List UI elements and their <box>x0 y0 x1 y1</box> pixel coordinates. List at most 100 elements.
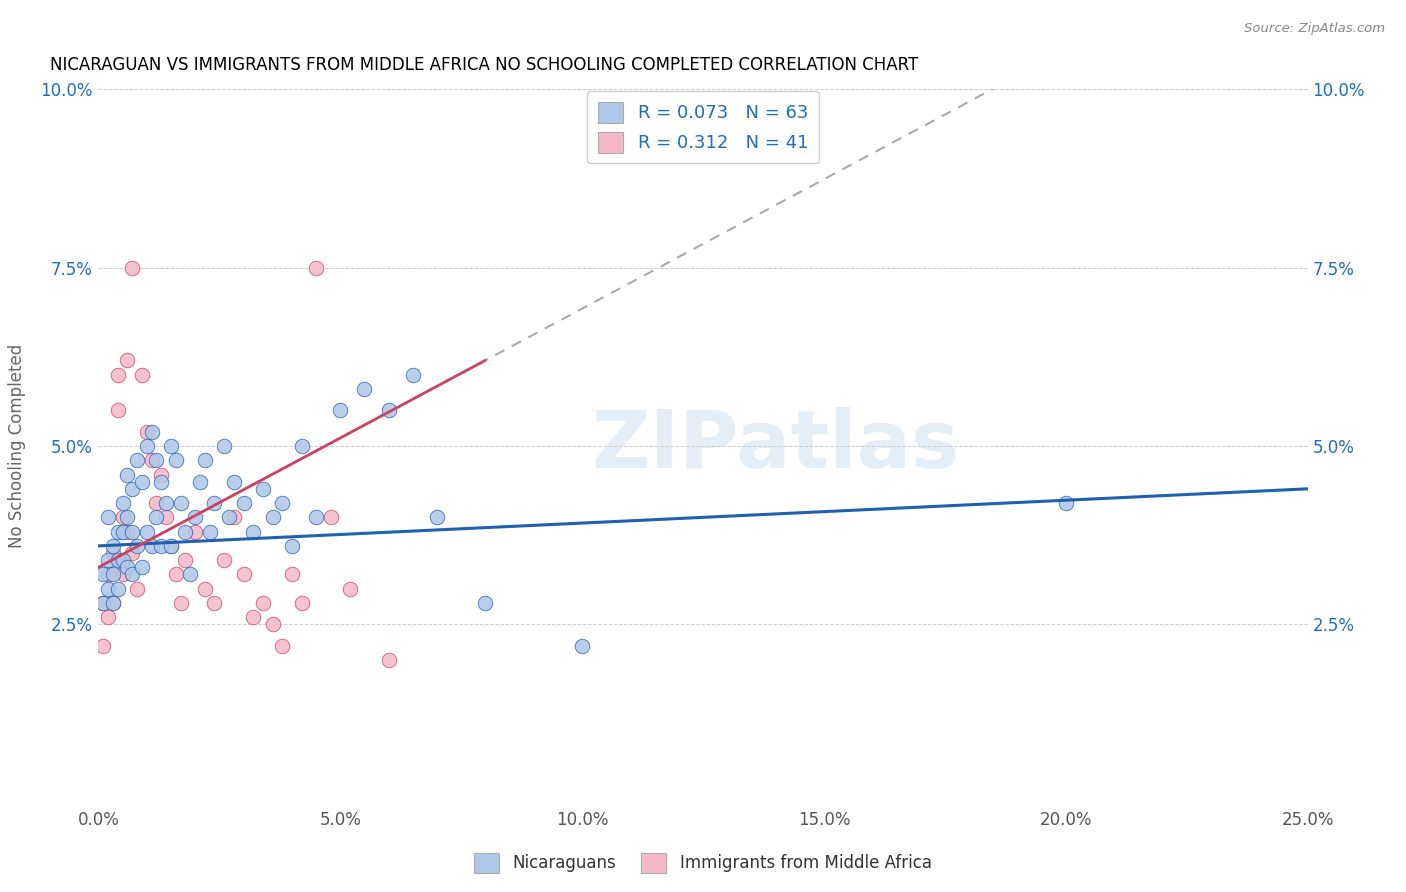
Point <box>319 510 342 524</box>
Point <box>252 482 274 496</box>
Point <box>174 524 197 539</box>
Point <box>426 510 449 524</box>
Point <box>169 596 191 610</box>
Text: Source: ZipAtlas.com: Source: ZipAtlas.com <box>1244 22 1385 36</box>
Point <box>101 596 124 610</box>
Point <box>107 553 129 567</box>
Point <box>111 496 134 510</box>
Point <box>150 475 173 489</box>
Point <box>101 539 124 553</box>
Point <box>179 567 201 582</box>
Point <box>281 539 304 553</box>
Point <box>377 403 399 417</box>
Point <box>262 617 284 632</box>
Point <box>91 596 114 610</box>
Point <box>155 496 177 510</box>
Point <box>121 482 143 496</box>
Point <box>169 496 191 510</box>
Point <box>242 524 264 539</box>
Text: NICARAGUAN VS IMMIGRANTS FROM MIDDLE AFRICA NO SCHOOLING COMPLETED CORRELATION C: NICARAGUAN VS IMMIGRANTS FROM MIDDLE AFR… <box>51 56 918 74</box>
Point <box>252 596 274 610</box>
Point <box>242 610 264 624</box>
Point <box>117 560 139 574</box>
Point <box>117 467 139 482</box>
Point <box>222 475 245 489</box>
Point <box>117 524 139 539</box>
Point <box>290 596 312 610</box>
Legend: Nicaraguans, Immigrants from Middle Africa: Nicaraguans, Immigrants from Middle Afri… <box>468 847 938 880</box>
Point <box>402 368 425 382</box>
Point <box>107 403 129 417</box>
Point <box>135 524 157 539</box>
Point <box>101 546 124 560</box>
Point <box>271 639 294 653</box>
Point <box>271 496 294 510</box>
Point <box>160 539 183 553</box>
Point <box>188 475 211 489</box>
Point <box>97 553 120 567</box>
Point <box>262 510 284 524</box>
Point <box>121 546 143 560</box>
Point <box>155 510 177 524</box>
Point <box>150 467 173 482</box>
Point <box>145 496 167 510</box>
Point <box>107 582 129 596</box>
Point <box>290 439 312 453</box>
Point <box>165 567 187 582</box>
Point <box>204 496 226 510</box>
Point <box>91 596 114 610</box>
Point <box>150 539 173 553</box>
Point <box>97 567 120 582</box>
Point <box>141 539 163 553</box>
Point <box>339 582 361 596</box>
Point <box>107 524 129 539</box>
Point <box>141 453 163 467</box>
Point <box>101 567 124 582</box>
Point <box>377 653 399 667</box>
Point <box>353 382 375 396</box>
Point <box>1054 496 1077 510</box>
Point <box>184 524 207 539</box>
Point <box>97 610 120 624</box>
Point <box>111 524 134 539</box>
Point <box>91 639 114 653</box>
Point <box>131 560 153 574</box>
Point <box>127 582 149 596</box>
Point <box>232 567 254 582</box>
Legend: R = 0.073   N = 63, R = 0.312   N = 41: R = 0.073 N = 63, R = 0.312 N = 41 <box>588 91 818 163</box>
Point <box>194 582 217 596</box>
Point <box>145 453 167 467</box>
Point <box>141 425 163 439</box>
Point <box>305 260 328 275</box>
Point <box>165 453 187 467</box>
Point <box>111 510 134 524</box>
Point <box>97 510 120 524</box>
Point <box>204 596 226 610</box>
Point <box>101 596 124 610</box>
Point <box>91 567 114 582</box>
Point <box>212 553 235 567</box>
Point <box>194 453 217 467</box>
Point <box>145 510 167 524</box>
Point <box>329 403 352 417</box>
Point <box>184 510 207 524</box>
Point <box>160 539 183 553</box>
Point <box>117 353 139 368</box>
Point <box>305 510 328 524</box>
Point <box>198 524 221 539</box>
Point <box>571 639 593 653</box>
Y-axis label: No Schooling Completed: No Schooling Completed <box>8 344 27 548</box>
Point <box>121 567 143 582</box>
Point <box>121 524 143 539</box>
Point <box>160 439 183 453</box>
Point <box>474 596 496 610</box>
Point <box>222 510 245 524</box>
Point <box>131 475 153 489</box>
Point <box>117 510 139 524</box>
Point <box>121 260 143 275</box>
Point <box>212 439 235 453</box>
Point <box>135 425 157 439</box>
Point <box>127 453 149 467</box>
Point <box>135 439 157 453</box>
Point <box>111 567 134 582</box>
